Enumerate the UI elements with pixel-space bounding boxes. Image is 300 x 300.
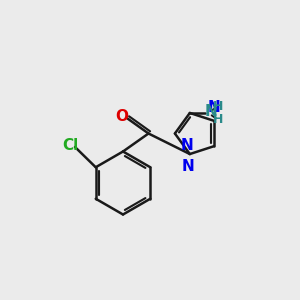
Text: N: N (182, 159, 195, 174)
Text: N: N (208, 100, 220, 115)
Text: N: N (205, 104, 217, 119)
Text: Cl: Cl (62, 138, 79, 153)
Text: O: O (116, 109, 129, 124)
Text: H: H (213, 113, 224, 126)
Text: N: N (180, 138, 193, 153)
Text: H: H (213, 100, 224, 113)
